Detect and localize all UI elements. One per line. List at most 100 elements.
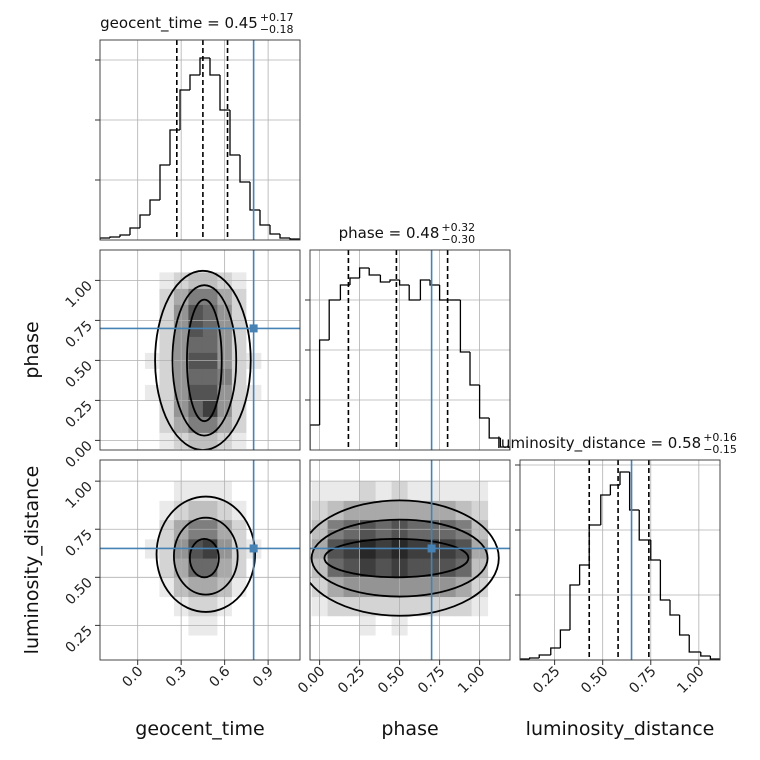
hist-bin: [139, 214, 150, 228]
density-cell: [231, 400, 247, 417]
hist-bin: [100, 237, 110, 240]
x-axis-label: phase: [381, 718, 438, 740]
density-cell: [188, 288, 204, 305]
hist-bin: [289, 238, 300, 240]
density-cell: [455, 558, 473, 578]
density-cell: [343, 481, 361, 501]
density-cell: [159, 384, 175, 401]
density-cell: [144, 481, 160, 501]
hist-bin: [398, 280, 410, 286]
x-tick-label: 0.00: [295, 664, 328, 697]
hist-bin: [569, 584, 580, 630]
x-tick-label: 0.3: [163, 664, 190, 691]
hist-bin: [488, 418, 501, 439]
y-tick-label: 0.75: [62, 318, 95, 351]
hist-bin: [119, 234, 130, 237]
contour: [323, 537, 470, 579]
hist-bin: [379, 275, 390, 283]
y-tick-label: 0.00: [62, 438, 95, 471]
density-cell: [159, 481, 175, 501]
hist-bin: [109, 236, 120, 238]
density-cell: [231, 384, 247, 401]
y-tick-label: 0.50: [62, 358, 95, 391]
density-cell: [231, 596, 247, 617]
density-cell: [188, 596, 204, 617]
hist-bin: [179, 89, 190, 130]
hist-bin: [419, 279, 430, 300]
y-axis-label: phase: [21, 321, 43, 378]
hist-bin: [478, 385, 490, 419]
density-cell: [188, 384, 204, 401]
contour: [155, 495, 256, 613]
y-tick-label: 1.00: [62, 479, 95, 512]
truth-marker: [249, 544, 258, 553]
panel: [100, 250, 300, 450]
density-cell: [188, 336, 204, 353]
density-cell: [144, 400, 160, 417]
density-cell: [375, 596, 393, 617]
density-cell: [455, 500, 473, 521]
hist-bin: [279, 234, 290, 239]
density-cell: [327, 481, 345, 501]
density-cell: [231, 577, 247, 598]
panel-title: phase = 0.48: [339, 224, 440, 242]
density-cell: [188, 500, 204, 521]
hist-bin: [499, 438, 510, 450]
hist-bin: [600, 494, 611, 525]
density-cell: [359, 558, 377, 578]
x-tick-label: 0.50: [578, 664, 611, 697]
density-cell: [188, 577, 204, 598]
hist-bin: [669, 600, 680, 616]
hist-bin: [159, 164, 170, 200]
density-cell: [202, 596, 218, 617]
hist-bin: [528, 657, 540, 659]
y-tick-label: 0.25: [62, 398, 95, 431]
panel: [310, 460, 510, 660]
density-cell: [439, 481, 457, 501]
panel-title: luminosity_distance = 0.58: [497, 434, 701, 453]
title-lower: −0.18: [260, 23, 294, 36]
contour: [310, 518, 489, 598]
density-cell: [202, 500, 218, 521]
density-cell: [159, 558, 175, 578]
x-tick-label: 0.50: [375, 664, 408, 697]
panel-frame: [309, 249, 511, 451]
density-cell: [144, 500, 160, 521]
density-cell: [144, 596, 160, 617]
hist-bin: [239, 155, 250, 183]
hist-bin: [368, 268, 381, 276]
hist-bin: [469, 352, 480, 386]
density-cell: [144, 384, 160, 401]
x-tick-label: 0.9: [250, 664, 277, 691]
hist-bin: [339, 284, 350, 300]
hist-bin: [189, 74, 200, 90]
density-cell: [159, 368, 175, 385]
y-tick-label: 0.50: [62, 575, 95, 608]
hist-bin: [520, 658, 530, 660]
density-cell: [202, 384, 218, 401]
density-cell: [407, 596, 425, 617]
hist-bin: [249, 182, 260, 211]
density-cell: [144, 288, 160, 305]
density-cell: [159, 416, 175, 433]
hist-bin: [349, 277, 360, 285]
density-cell: [359, 481, 377, 501]
y-tick-label: 0.25: [62, 623, 95, 656]
density-cell: [231, 288, 247, 305]
hist-bin: [709, 656, 720, 660]
density-cell: [159, 596, 175, 617]
hist-bin: [688, 635, 701, 653]
hist-bin: [229, 110, 240, 156]
title-upper: +0.32: [441, 221, 475, 234]
density-cell: [455, 481, 473, 501]
title-lower: −0.15: [703, 443, 737, 456]
panel-frame: [519, 459, 721, 661]
hist-bin: [429, 280, 440, 286]
density-cell: [343, 577, 361, 598]
panel: [100, 460, 300, 660]
density-cell: [359, 577, 377, 598]
title-upper: +0.17: [260, 11, 294, 24]
panel-title: geocent_time = 0.45: [100, 14, 258, 33]
title-upper: +0.16: [703, 431, 737, 444]
